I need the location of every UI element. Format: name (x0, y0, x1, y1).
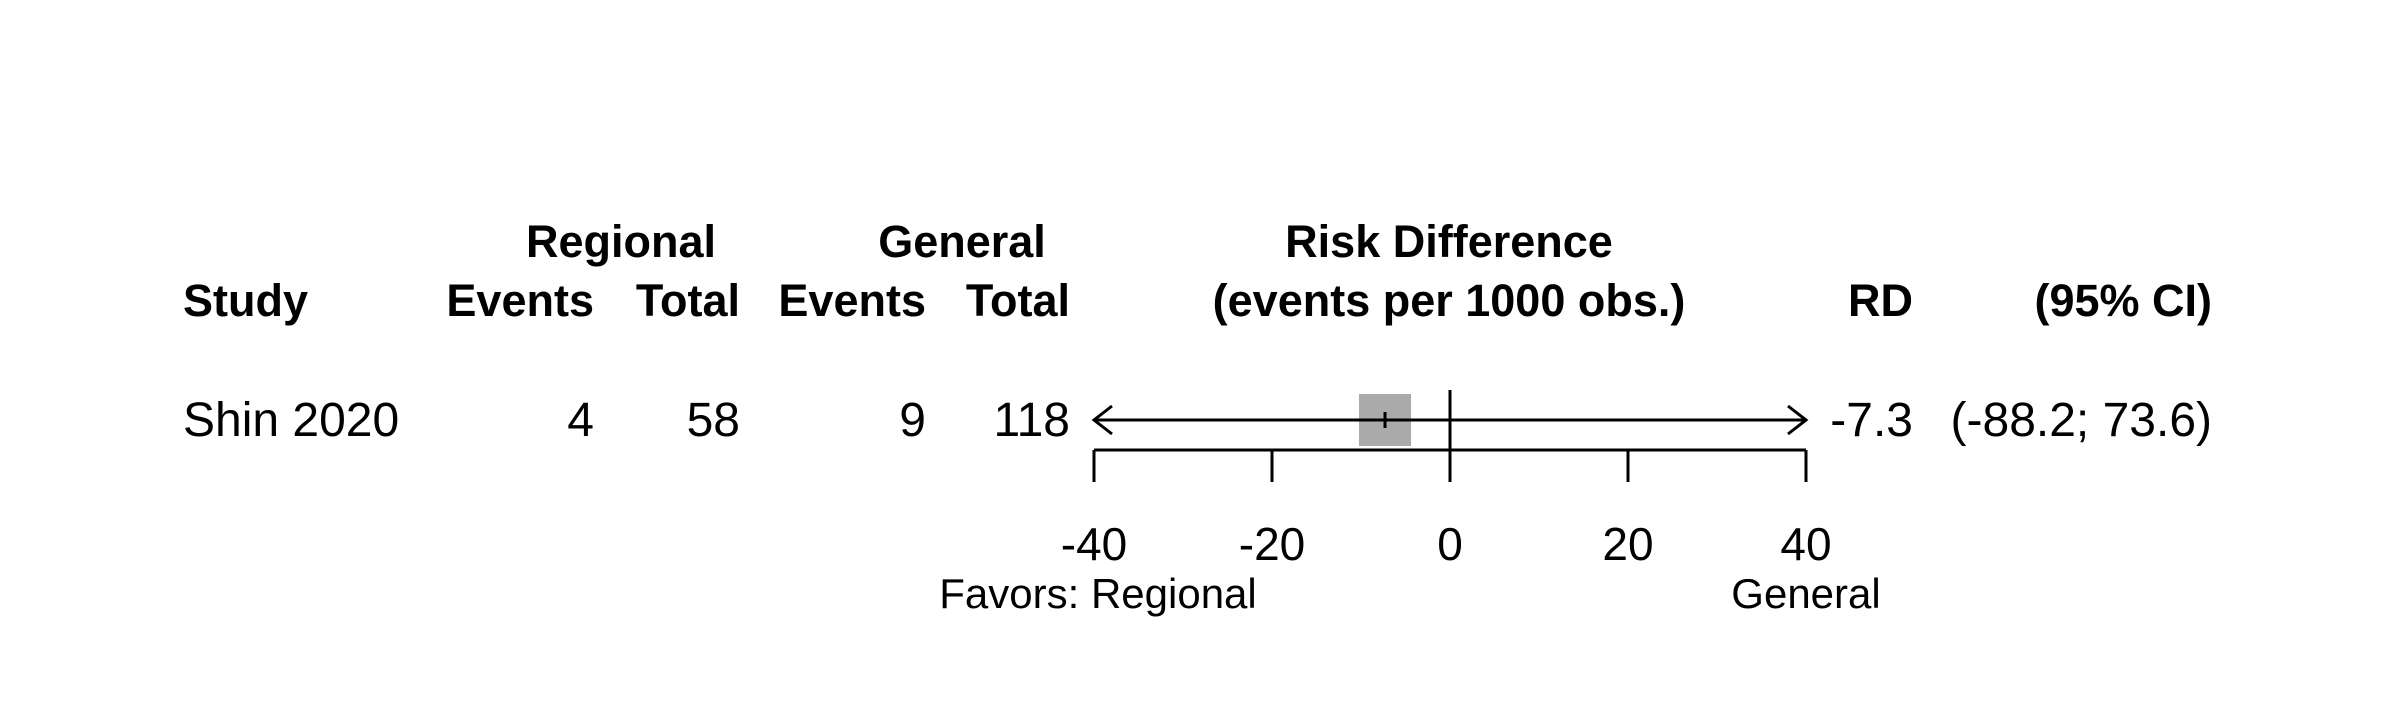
effect-title-line2: (events per 1000 obs.) (1212, 275, 1686, 326)
favors-right-label: General (1731, 570, 1881, 617)
ci-value: (-88.2; 73.6) (1950, 394, 2212, 447)
study-name: Shin 2020 (183, 394, 400, 447)
general-total-header: Total (965, 275, 1070, 326)
effect-title-line1: Risk Difference (1285, 216, 1613, 267)
x-tick-label: -20 (1239, 518, 1305, 570)
group2-header: General (878, 216, 1046, 267)
group1-header: Regional (525, 216, 717, 267)
x-tick-label: 20 (1602, 518, 1653, 570)
x-tick-label: 0 (1437, 518, 1463, 570)
regional-total-header: Total (635, 275, 740, 326)
study-column-header: Study (183, 275, 309, 326)
ci-header: (95% CI) (2034, 275, 2212, 326)
regional-total-value: 58 (686, 394, 740, 447)
regional-events-value: 4 (567, 394, 594, 447)
ci-arrow-left (1091, 404, 1113, 436)
x-tick-label: 40 (1780, 518, 1831, 570)
favors-left-label: Favors: Regional (939, 570, 1257, 617)
ci-arrow-right (1787, 404, 1809, 436)
rd-value: -7.3 (1830, 394, 1913, 447)
general-total-value: 118 (993, 394, 1070, 447)
x-tick-label: -40 (1061, 518, 1127, 570)
general-events-header: Events (778, 275, 926, 326)
general-events-value: 9 (899, 394, 926, 447)
x-axis: -40 -20 0 20 40 (1061, 390, 1832, 570)
study-marks (1091, 394, 1809, 446)
regional-events-header: Events (446, 275, 594, 326)
rd-header: RD (1848, 275, 1913, 326)
